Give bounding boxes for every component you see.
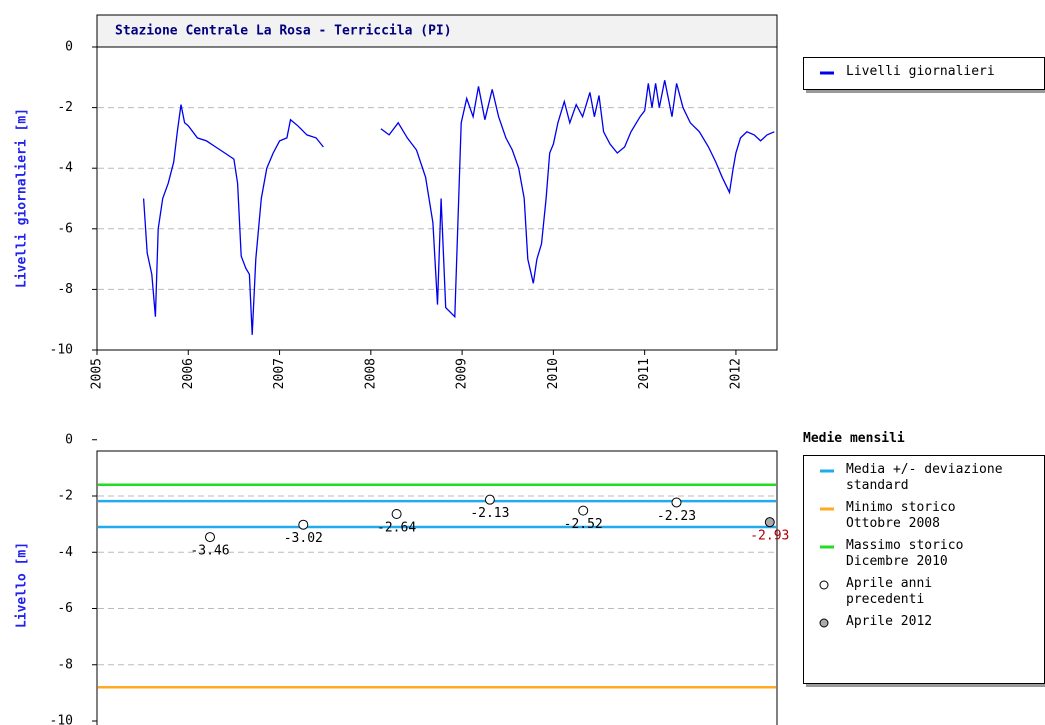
- title-box: [96, 14, 778, 48]
- x-tick-label: 2012: [728, 358, 743, 389]
- y-tick-label: -4: [57, 161, 73, 176]
- y-tick-label: -8: [57, 657, 73, 672]
- legend-icon: [820, 545, 834, 549]
- legend: Livelli giornalieri: [803, 57, 1045, 90]
- legend-icon: [819, 580, 829, 590]
- data-point: [298, 519, 309, 530]
- data-label: -2.93: [750, 529, 789, 544]
- legend-icon: [820, 507, 834, 511]
- y-tick-label: 0: [65, 40, 73, 55]
- y-tick-label: -2: [57, 489, 73, 504]
- legend-entry: Aprile 2012: [804, 614, 1044, 630]
- y-tick-label: -6: [57, 221, 73, 236]
- legend-entry: Media +/- deviazione standard: [804, 462, 1044, 494]
- data-label: -3.46: [190, 544, 229, 559]
- chart-title: Stazione Centrale La Rosa - Terriccila (…: [115, 24, 452, 39]
- y-tick-label: -4: [57, 545, 73, 560]
- legend-title: Medie mensili: [803, 431, 905, 446]
- y-tick-label: -6: [57, 601, 73, 616]
- x-tick-label: 2007: [272, 358, 287, 389]
- plot-frame: [96, 450, 778, 725]
- y-tick-label: -2: [57, 100, 73, 115]
- legend-swatch: [819, 618, 829, 628]
- legend-icon: [820, 469, 834, 473]
- legend-entry: Massimo storico Dicembre 2010: [804, 538, 1044, 570]
- legend-entry: Aprile anni precedenti: [804, 576, 1044, 608]
- legend-icon: [819, 618, 829, 628]
- y-tick-label: -8: [57, 282, 73, 297]
- x-tick-label: 2008: [363, 358, 378, 389]
- legend-icon: [820, 71, 834, 75]
- data-label: -3.02: [284, 531, 323, 546]
- x-tick-label: 2010: [546, 358, 561, 389]
- data-point: [484, 494, 495, 505]
- y-tick-label: 0: [65, 432, 73, 447]
- x-tick-label: 2011: [637, 358, 652, 389]
- data-point: [671, 497, 682, 508]
- y-tick-label: -10: [50, 714, 73, 725]
- data-label: -2.13: [470, 506, 509, 521]
- data-label: -2.23: [657, 509, 696, 524]
- data-point: [764, 517, 775, 528]
- data-label: -2.52: [564, 517, 603, 532]
- data-label: -2.64: [377, 521, 416, 536]
- data-point: [578, 505, 589, 516]
- data-line: [142, 80, 775, 335]
- legend-swatch: [819, 580, 829, 590]
- y-axis-label: Livello [m]: [15, 542, 30, 628]
- y-tick-label: -10: [50, 343, 73, 358]
- x-tick-label: 2006: [181, 358, 196, 389]
- legend-entry: Livelli giornalieri: [804, 64, 1044, 80]
- data-point: [391, 509, 402, 519]
- y-axis-label: Livelli giornalieri [m]: [15, 108, 30, 288]
- legend: Media +/- deviazione standard Minimo stor…: [803, 455, 1045, 684]
- data-point: [205, 532, 215, 543]
- legend-entry: Minimo storico Ottobre 2008: [804, 500, 1044, 532]
- x-tick-label: 2005: [90, 358, 105, 389]
- x-tick-label: 2009: [455, 358, 470, 389]
